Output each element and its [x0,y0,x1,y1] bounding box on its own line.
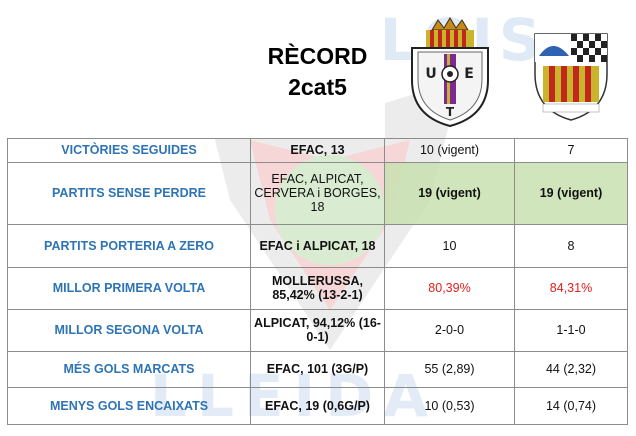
crest-letter-t: T [445,105,454,119]
record-cell: EFAC, ALPICAT, CERVERA i BORGES, 18 [250,161,385,225]
table-row: VICTÒRIES SEGUIDES EFAC, 13 10 (vigent) … [7,137,628,163]
crest-letter-e: E [464,66,474,82]
row-label: MENYS GOLS ENCAIXATS [7,386,251,425]
header-title-cell: RÈCORD 2cat5 [250,7,385,138]
team-b-cell: 7 [514,137,628,163]
team-b-cell: 84,31% [514,266,628,310]
team-a-cell: 19 (vigent) [384,161,515,225]
row-label: PARTITS PORTERIA A ZERO [7,223,251,268]
record-cell: EFAC, 101 (3G/P) [250,350,385,388]
table-row: PARTITS SENSE PERDRE EFAC, ALPICAT, CERV… [7,161,628,225]
team-crest-right-icon [534,33,608,122]
row-label: MILLOR SEGONA VOLTA [7,308,251,352]
team-crest-left-icon: U E T [410,17,489,128]
record-cell: ALPICAT, 94,12% (16-0-1) [250,308,385,352]
record-cell: EFAC i ALPICAT, 18 [250,223,385,268]
table-row: PARTITS PORTERIA A ZERO EFAC i ALPICAT, … [7,223,628,268]
header-row: RÈCORD 2cat5 U E [7,7,628,138]
title-line-2: 2cat5 [288,74,347,101]
table-row: MÉS GOLS MARCATS EFAC, 101 (3G/P) 55 (2,… [7,350,628,388]
table-row: MENYS GOLS ENCAIXATS EFAC, 19 (0,6G/P) 1… [7,386,628,425]
team-b-cell: 1-1-0 [514,308,628,352]
row-label: MÉS GOLS MARCATS [7,350,251,388]
record-cell: EFAC, 13 [250,137,385,163]
team-b-cell: 44 (2,32) [514,350,628,388]
header-crest-right-cell [515,7,628,138]
team-a-cell: 10 [384,223,515,268]
team-a-cell: 80,39% [384,266,515,310]
header-empty-cell [7,7,251,138]
team-a-cell: 55 (2,89) [384,350,515,388]
table-row: MILLOR SEGONA VOLTA ALPICAT, 94,12% (16-… [7,308,628,352]
header-crest-left-cell: U E T [385,7,515,138]
table-row: MILLOR PRIMERA VOLTA MOLLERUSSA, 85,42% … [7,266,628,310]
row-label: PARTITS SENSE PERDRE [7,161,251,225]
row-label: VICTÒRIES SEGUIDES [7,137,251,163]
team-a-cell: 10 (vigent) [384,137,515,163]
records-table: RÈCORD 2cat5 U E [7,7,628,425]
title-line-1: RÈCORD [267,43,368,70]
team-a-cell: 10 (0,53) [384,386,515,425]
team-b-cell: 14 (0,74) [514,386,628,425]
row-label: MILLOR PRIMERA VOLTA [7,266,251,310]
crest-letter-u: U [425,66,436,82]
record-cell: MOLLERUSSA, 85,42% (13-2-1) [250,266,385,310]
team-b-cell: 8 [514,223,628,268]
record-cell: EFAC, 19 (0,6G/P) [250,386,385,425]
team-b-cell: 19 (vigent) [514,161,628,225]
team-a-cell: 2-0-0 [384,308,515,352]
